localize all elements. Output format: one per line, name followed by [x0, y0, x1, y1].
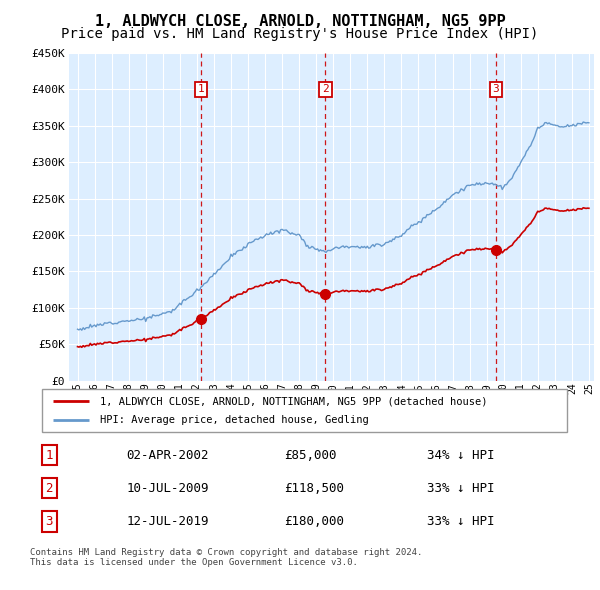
Text: £85,000: £85,000	[284, 448, 337, 462]
Text: 10-JUL-2009: 10-JUL-2009	[127, 481, 209, 495]
Text: 12-JUL-2019: 12-JUL-2019	[127, 514, 209, 528]
Text: 1, ALDWYCH CLOSE, ARNOLD, NOTTINGHAM, NG5 9PP: 1, ALDWYCH CLOSE, ARNOLD, NOTTINGHAM, NG…	[95, 14, 505, 30]
Text: 1: 1	[46, 448, 53, 462]
Text: 1: 1	[198, 84, 205, 94]
Text: 2: 2	[322, 84, 329, 94]
Text: 3: 3	[493, 84, 499, 94]
Text: Contains HM Land Registry data © Crown copyright and database right 2024.
This d: Contains HM Land Registry data © Crown c…	[30, 548, 422, 567]
Text: £180,000: £180,000	[284, 514, 344, 528]
Text: 1, ALDWYCH CLOSE, ARNOLD, NOTTINGHAM, NG5 9PP (detached house): 1, ALDWYCH CLOSE, ARNOLD, NOTTINGHAM, NG…	[100, 396, 487, 407]
Text: Price paid vs. HM Land Registry's House Price Index (HPI): Price paid vs. HM Land Registry's House …	[61, 27, 539, 41]
FancyBboxPatch shape	[42, 389, 567, 432]
Text: 33% ↓ HPI: 33% ↓ HPI	[427, 514, 495, 528]
Text: 33% ↓ HPI: 33% ↓ HPI	[427, 481, 495, 495]
Text: 2: 2	[46, 481, 53, 495]
Text: 3: 3	[46, 514, 53, 528]
Text: HPI: Average price, detached house, Gedling: HPI: Average price, detached house, Gedl…	[100, 415, 368, 425]
Text: 34% ↓ HPI: 34% ↓ HPI	[427, 448, 495, 462]
Text: £118,500: £118,500	[284, 481, 344, 495]
Text: 02-APR-2002: 02-APR-2002	[127, 448, 209, 462]
